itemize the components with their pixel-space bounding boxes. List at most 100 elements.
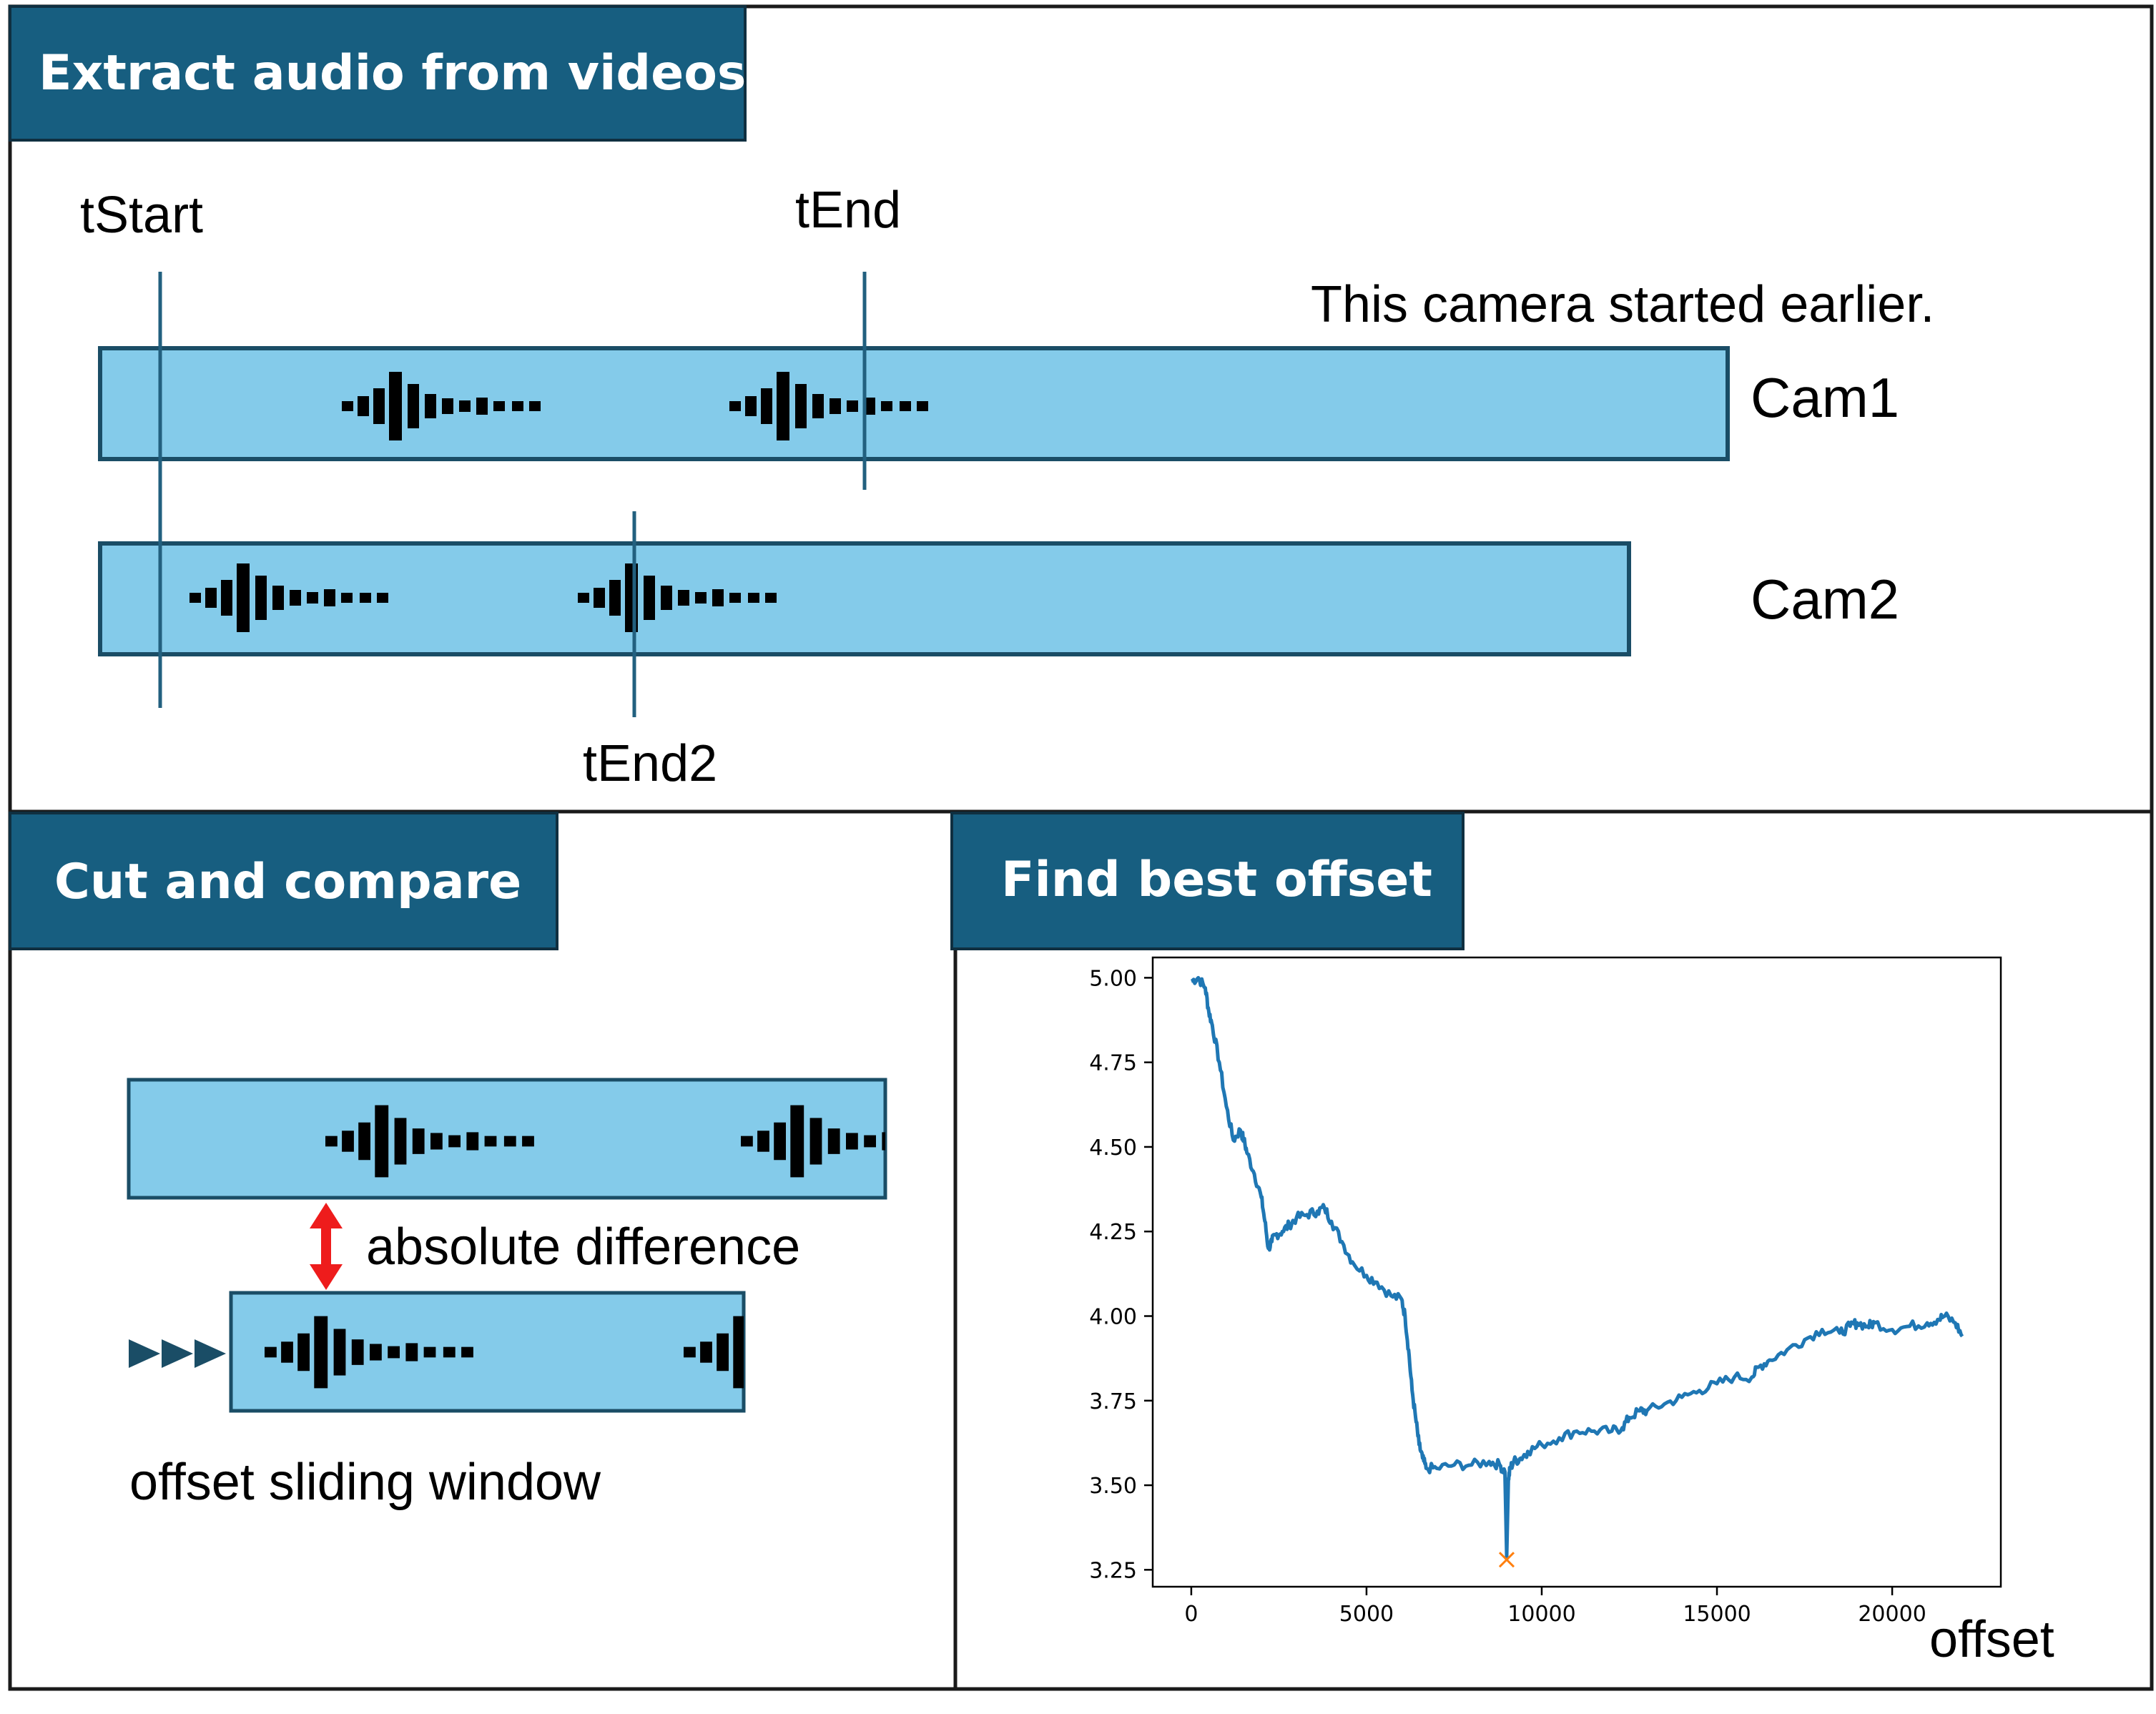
waveform-bar [448, 1135, 461, 1148]
waveform-bar [529, 401, 541, 411]
waveform-bar [684, 1346, 696, 1358]
waveform-bar [351, 1339, 364, 1365]
waveform-bar [370, 1344, 382, 1361]
waveform-bar [846, 1133, 858, 1150]
waveform-bar [425, 394, 436, 418]
waveform-bar [442, 398, 453, 414]
waveform-bar [408, 384, 419, 428]
waveform-bar [405, 1343, 418, 1361]
waveform-bar [324, 589, 335, 606]
waveform-bar [777, 372, 789, 440]
waveform-bar [325, 1136, 338, 1147]
waveform-bar [333, 1329, 346, 1376]
reference-waveform-2 [741, 1105, 885, 1178]
waveform-bar [389, 372, 402, 440]
cam1-waveform-2 [729, 372, 928, 440]
tend-label: tEnd [795, 182, 901, 239]
waveform-bar [430, 1133, 443, 1150]
waveform-bar [237, 563, 250, 632]
y-tick-label: 4.75 [1089, 1051, 1137, 1076]
waveform-bar [695, 592, 707, 604]
cam2-waveform-1 [189, 563, 388, 632]
tstart-label: tStart [80, 187, 203, 244]
waveform-bar [712, 589, 724, 606]
x-tick-label: 5000 [1339, 1602, 1394, 1627]
waveform-bar [881, 401, 892, 411]
header-cut-compare-title: Cut and compare [54, 854, 521, 910]
waveform-bar [809, 1118, 822, 1165]
waveform-bar [281, 1341, 293, 1363]
waveform-bar [459, 400, 471, 412]
slide-direction-chevrons [129, 1339, 226, 1368]
waveform-bar [847, 400, 858, 412]
panel-find-offset [953, 809, 2154, 1691]
waveform-bar [221, 580, 232, 616]
window-waveform-2 [684, 1316, 744, 1389]
header-extract-audio-title: Extract audio from videos [39, 45, 746, 102]
header-find-offset-title: Find best offset [1001, 852, 1432, 908]
waveform-bar [917, 401, 928, 411]
waveform-bar [512, 401, 523, 411]
x-tick-label: 0 [1184, 1602, 1198, 1627]
waveform-bar [748, 593, 759, 603]
chart-x-axis-label: offset [1929, 1611, 2054, 1668]
waveform-bar [360, 593, 371, 603]
waveform-bar [864, 1135, 876, 1148]
waveform-bar [484, 1136, 497, 1147]
header-find-offset: Find best offset [950, 812, 1465, 950]
min-marker-stroke [1498, 1552, 1515, 1568]
waveform-bar [476, 398, 488, 415]
waveform-bar [717, 1333, 729, 1371]
y-tick-label: 4.00 [1089, 1305, 1137, 1330]
waveform-bar [412, 1128, 425, 1154]
waveform-bar [661, 586, 672, 610]
waveform-bar [522, 1136, 534, 1147]
waveform-bar [493, 401, 505, 411]
waveform-bar [375, 1105, 389, 1178]
waveform-bar [377, 593, 388, 603]
waveform-bar [741, 1136, 753, 1147]
waveform-bar [205, 588, 217, 608]
cam1-label: Cam1 [1751, 366, 1899, 429]
waveform-bar [761, 388, 772, 424]
waveform-bar [443, 1346, 456, 1358]
absolute-difference-arrow [310, 1203, 343, 1290]
waveform-bar [790, 1105, 804, 1178]
waveform-bar [342, 1131, 354, 1152]
reference-waveform-1 [325, 1105, 534, 1178]
waveform-bar [358, 1122, 370, 1161]
y-tick-label: 3.25 [1089, 1558, 1137, 1583]
chart-series-line [1191, 975, 1964, 1558]
chart-plot-area [1151, 956, 2002, 1588]
waveform-bar [594, 588, 605, 608]
waveform-bar [290, 590, 301, 606]
x-tick-label: 20000 [1858, 1602, 1926, 1627]
waveform-bar [297, 1333, 310, 1371]
waveform-bar [795, 384, 807, 428]
waveform-bar [757, 1131, 769, 1152]
waveform-bar [342, 401, 353, 411]
waveform-bar [503, 1136, 516, 1147]
waveform-bar [827, 1128, 840, 1154]
waveform-bar [745, 396, 757, 416]
chart-min-marker [1498, 1552, 1515, 1568]
chart-ticks: 0 5000 10000 15000 20000 5.00 4.75 4.50 4.25 4.00… [1089, 966, 1926, 1627]
y-tick-label: 4.50 [1089, 1136, 1137, 1161]
tend2-label: tEnd2 [583, 735, 717, 792]
y-tick-label: 3.50 [1089, 1474, 1137, 1499]
header-cut-compare: Cut and compare [9, 812, 558, 950]
window-waveform-1 [265, 1316, 473, 1389]
waveform-bar [307, 592, 318, 604]
waveform-bar [765, 593, 777, 603]
waveform-bar [864, 398, 875, 415]
y-tick-label: 4.25 [1089, 1220, 1137, 1245]
waveform-bar [265, 1346, 277, 1358]
sliding-window-label: offset sliding window [129, 1454, 601, 1511]
x-tick-label: 10000 [1507, 1602, 1575, 1627]
y-tick-label: 5.00 [1089, 966, 1137, 991]
waveform-bar [578, 593, 589, 603]
header-extract-audio: Extract audio from videos [9, 5, 747, 142]
waveform-bar [882, 1132, 885, 1151]
waveform-bar [830, 398, 841, 414]
